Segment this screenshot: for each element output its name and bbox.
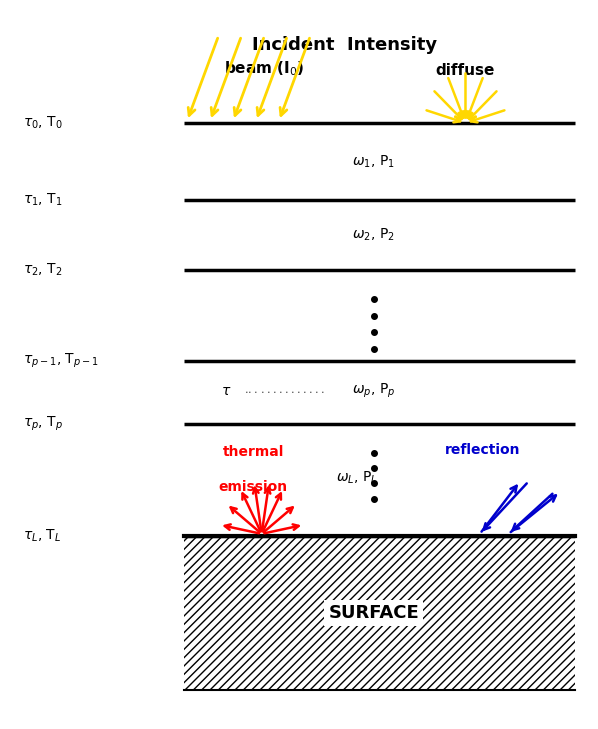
Text: diffuse: diffuse [436, 63, 495, 77]
Text: $\tau_2$, T$_2$: $\tau_2$, T$_2$ [23, 262, 63, 278]
Text: $\cdot\!\cdot\!\cdot\!\cdot\!\cdot\!\cdot\!\cdot\!\cdot\!\cdot\!\cdot\!\cdot\!\c: $\cdot\!\cdot\!\cdot\!\cdot\!\cdot\!\cdo… [245, 386, 325, 396]
Bar [184, 536, 575, 690]
Text: $\omega_2$, P$_2$: $\omega_2$, P$_2$ [352, 227, 395, 243]
Text: SURFACE: SURFACE [328, 604, 419, 622]
Text: $\omega_p$, P$_p$: $\omega_p$, P$_p$ [352, 382, 395, 400]
Text: emission: emission [218, 480, 288, 494]
Text: $\tau$: $\tau$ [221, 384, 232, 398]
Text: $\omega_1$, P$_1$: $\omega_1$, P$_1$ [352, 153, 395, 170]
Text: $\tau_0$, T$_0$: $\tau_0$, T$_0$ [23, 115, 63, 131]
Text: Incident  Intensity: Incident Intensity [252, 36, 438, 53]
Text: reflection: reflection [445, 443, 520, 457]
Text: beam (I$_0$): beam (I$_0$) [224, 59, 305, 77]
Text: thermal: thermal [222, 445, 284, 459]
Text: $\omega_L$, P$_L$: $\omega_L$, P$_L$ [335, 469, 377, 486]
Text: $\tau_{p-1}$, T$_{p-1}$: $\tau_{p-1}$, T$_{p-1}$ [23, 352, 99, 370]
Text: $\tau_L$, T$_L$: $\tau_L$, T$_L$ [23, 528, 62, 544]
Text: $\tau_1$, T$_1$: $\tau_1$, T$_1$ [23, 192, 63, 208]
Text: $\tau_p$, T$_p$: $\tau_p$, T$_p$ [23, 415, 63, 433]
